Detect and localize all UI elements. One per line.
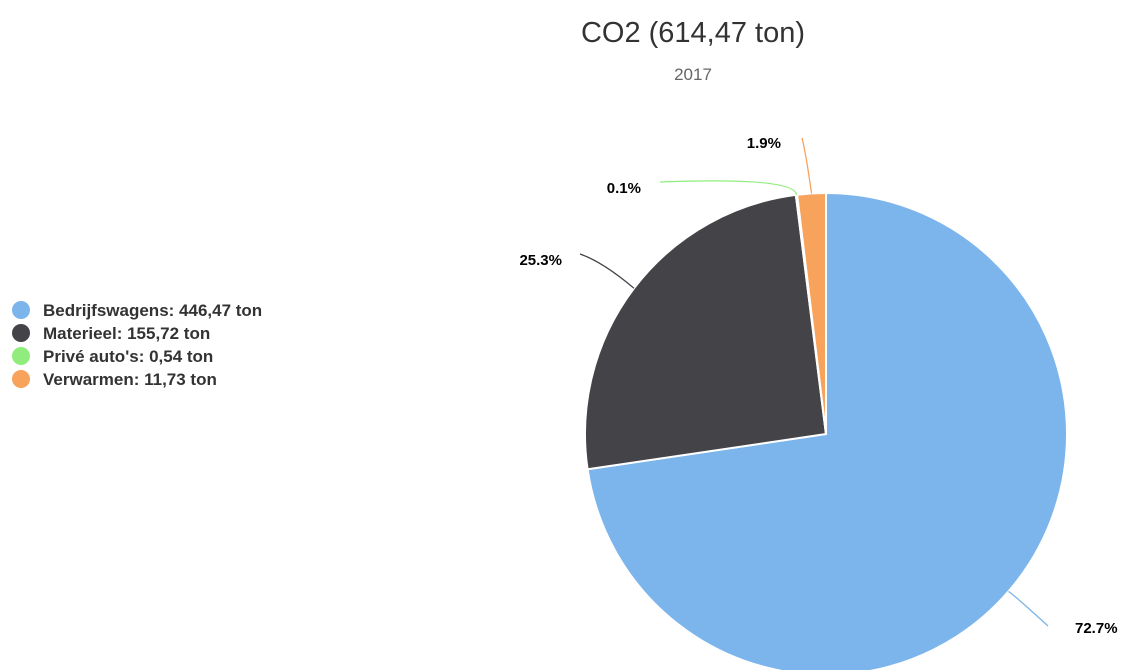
legend-label: Materieel: 155,72 ton <box>43 324 210 343</box>
chart-subtitle: 2017 <box>674 65 712 84</box>
legend: Bedrijfswagens: 446,47 ton Materieel: 15… <box>12 301 262 389</box>
data-labels: 72.7% 25.3% 0.1% 1.9% <box>519 135 1117 637</box>
pie-slice-verwarmen[interactable] <box>796 191 827 435</box>
legend-marker <box>12 301 30 319</box>
legend-marker <box>12 370 30 388</box>
chart-title: CO2 (614,47 ton) <box>581 17 805 49</box>
legend-marker <box>12 347 30 365</box>
data-label-materieel: 25.3% <box>519 252 562 269</box>
legend-item-verwarmen[interactable]: Verwarmen: 11,73 ton <box>12 370 217 389</box>
label-connector <box>801 137 813 194</box>
label-connector <box>659 180 798 196</box>
legend-label: Bedrijfswagens: 446,47 ton <box>43 301 262 320</box>
legend-label: Privé auto's: 0,54 ton <box>43 347 213 366</box>
pie-slices <box>584 191 1068 670</box>
label-connector <box>579 253 635 289</box>
legend-item-materieel[interactable]: Materieel: 155,72 ton <box>12 324 210 343</box>
data-label-verwarmen: 1.9% <box>747 135 781 152</box>
legend-item-bedrijfswagens[interactable]: Bedrijfswagens: 446,47 ton <box>12 301 262 320</box>
pie-slice-materieel[interactable] <box>584 193 828 471</box>
label-connectors <box>579 137 1049 627</box>
data-label-bedrijfswagens: 72.7% <box>1075 620 1118 637</box>
data-label-priv-auto-s: 0.1% <box>607 180 641 197</box>
legend-marker <box>12 324 30 342</box>
legend-item-prive-autos[interactable]: Privé auto's: 0,54 ton <box>12 347 213 366</box>
label-connector <box>1008 590 1049 627</box>
legend-label: Verwarmen: 11,73 ton <box>43 370 217 389</box>
